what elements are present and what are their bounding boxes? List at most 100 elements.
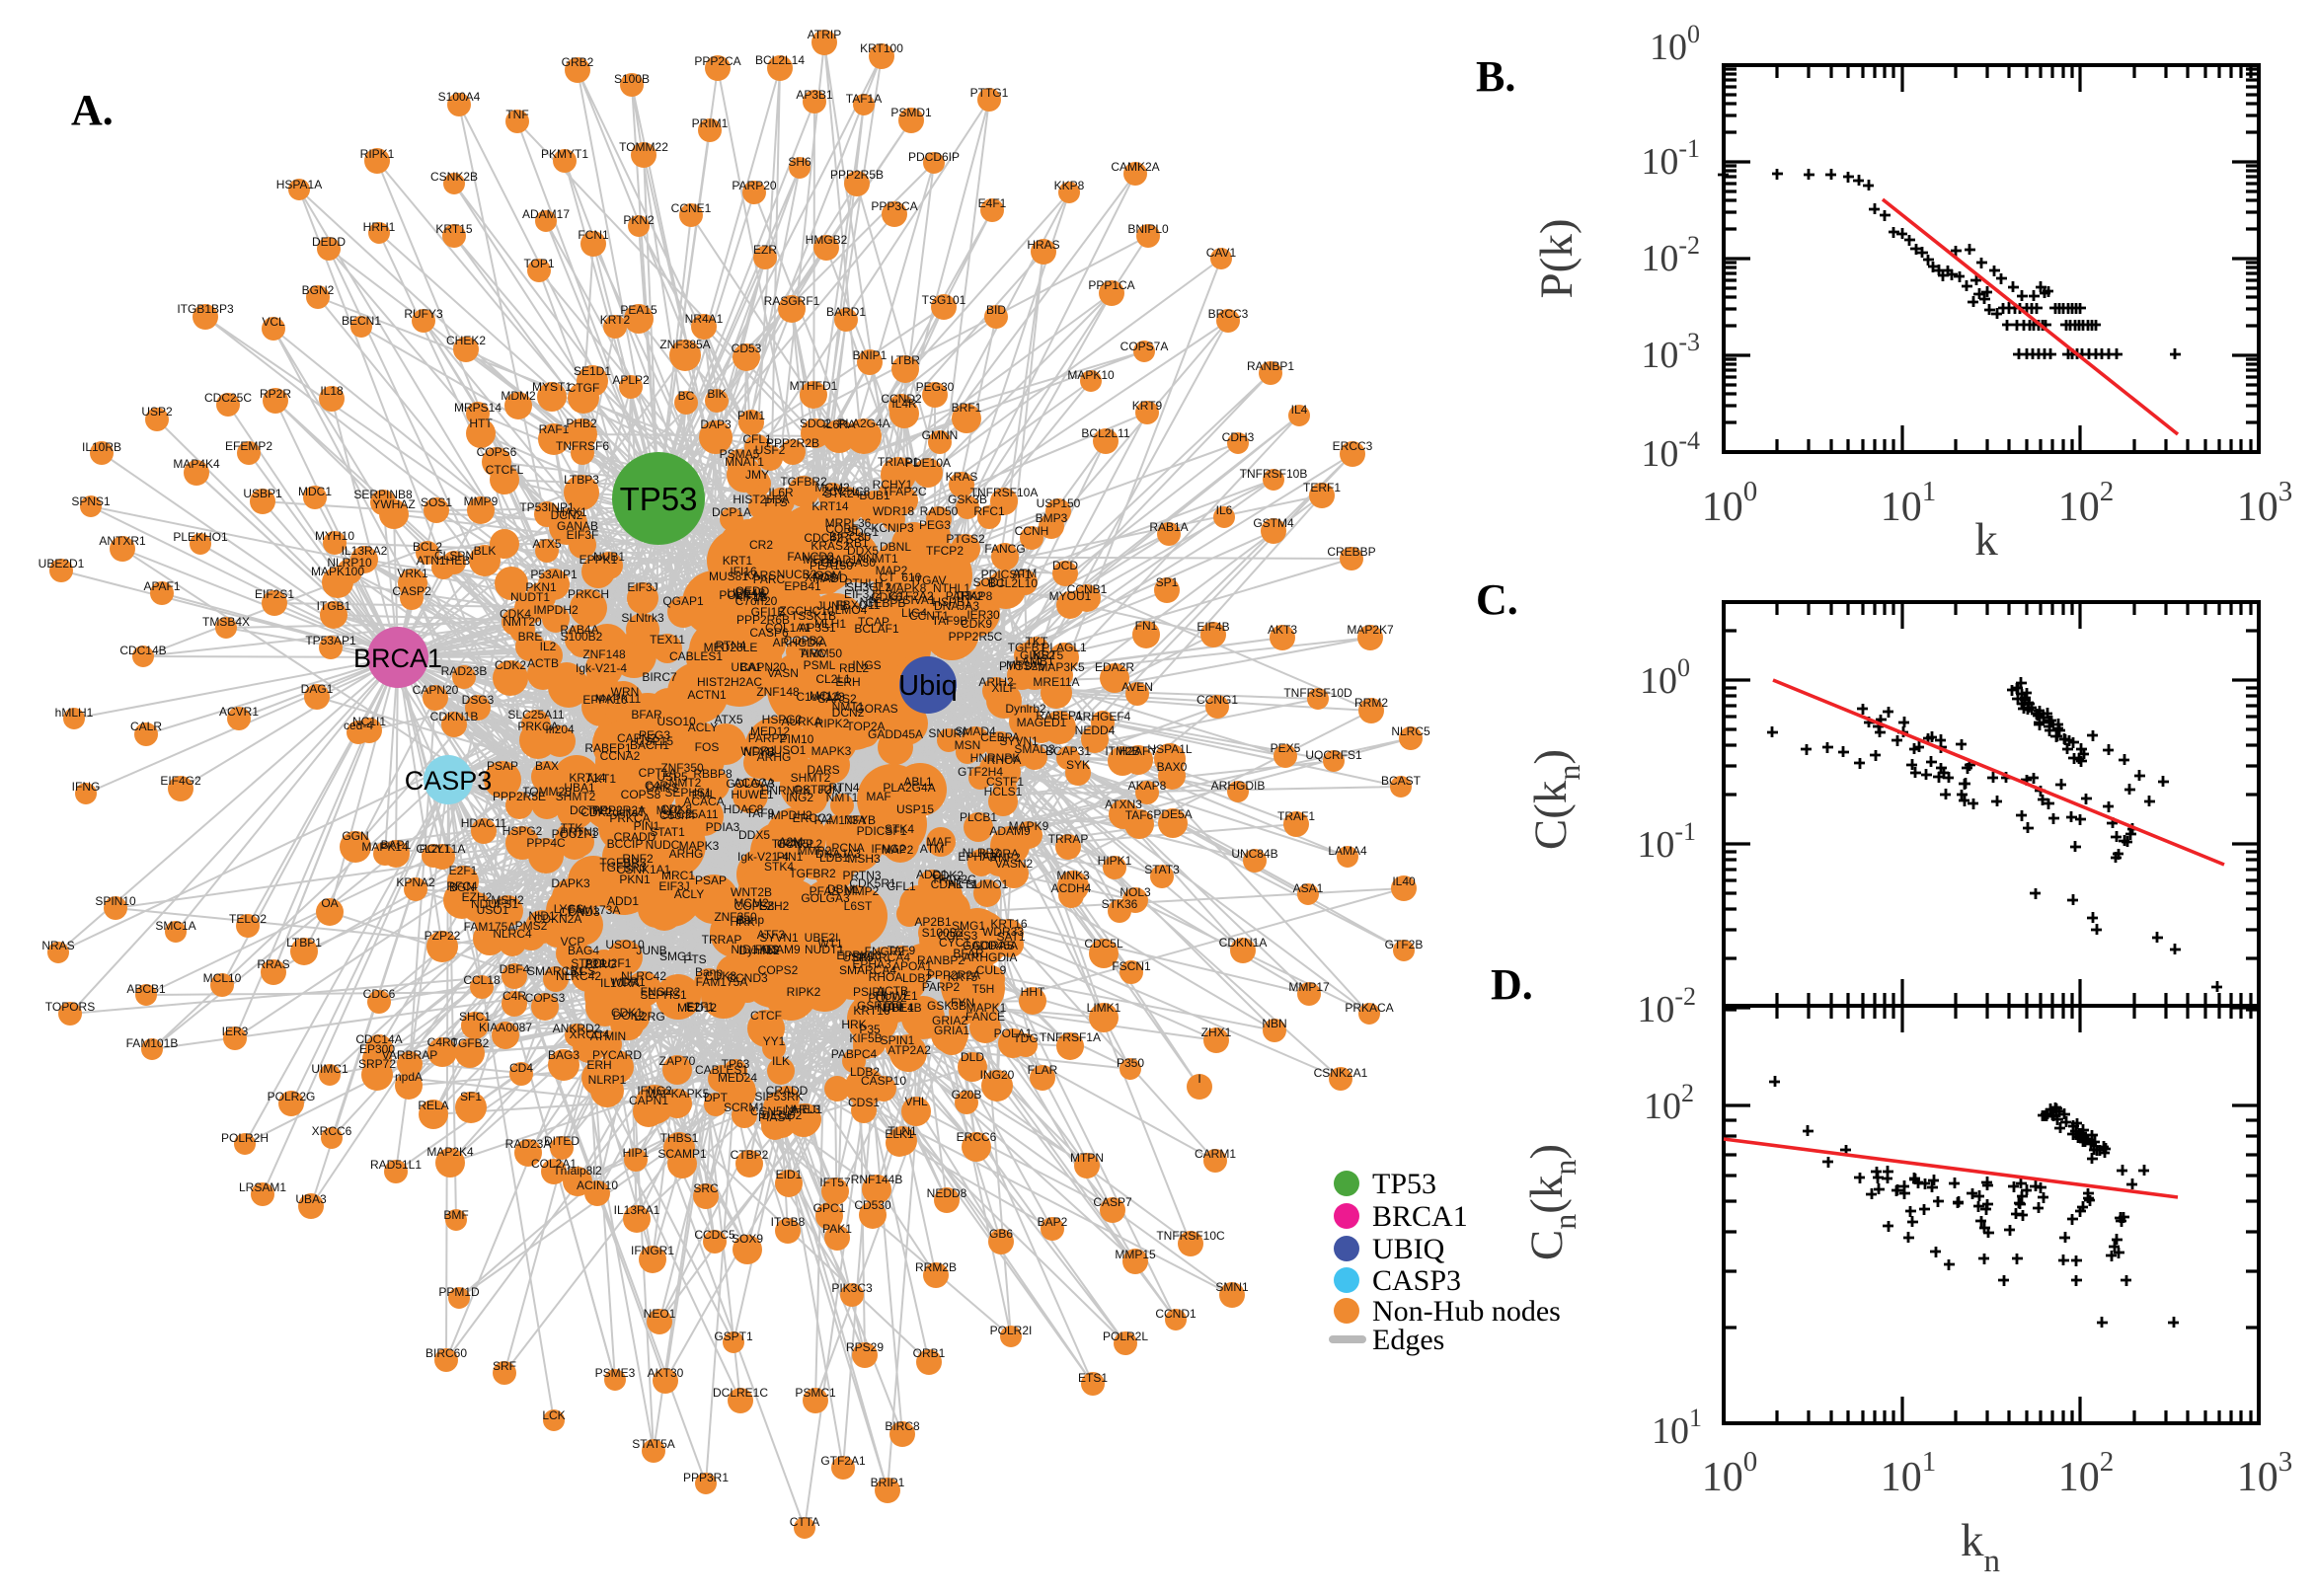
svg-text:TELO2: TELO2: [229, 912, 267, 926]
svg-text:MRPS14: MRPS14: [454, 401, 502, 415]
svg-text:DCTN1: DCTN1: [570, 803, 609, 817]
svg-text:MAPK9: MAPK9: [1009, 819, 1049, 833]
svg-text:KRT15: KRT15: [435, 222, 472, 236]
svg-text:SMARCA4: SMARCA4: [839, 963, 896, 977]
svg-text:HNRNPK: HNRNPK: [761, 784, 811, 798]
svg-text:CDH1: CDH1: [931, 877, 964, 891]
svg-text:RTN4: RTN4: [828, 781, 859, 795]
svg-text:TSG101: TSG101: [922, 293, 966, 307]
svg-text:PIK3C3: PIK3C3: [831, 1281, 873, 1295]
svg-text:NNMT1: NNMT1: [857, 552, 898, 566]
svg-text:BCL2L10: BCL2L10: [988, 576, 1038, 590]
svg-text:TRRAP: TRRAP: [702, 933, 742, 947]
svg-text:GOLGA30: GOLGA30: [820, 556, 876, 570]
svg-text:PRKACA: PRKACA: [1345, 1001, 1393, 1015]
svg-text:KIF5B: KIF5B: [849, 1031, 882, 1045]
svg-text:TNFRSF6: TNFRSF6: [556, 439, 609, 453]
svg-text:KRT5: KRT5: [948, 970, 978, 984]
svg-text:MRPL36: MRPL36: [825, 516, 872, 530]
svg-text:NMT20: NMT20: [502, 615, 542, 629]
svg-text:IL10RA: IL10RA: [979, 847, 1019, 861]
svg-text:PPP4C: PPP4C: [526, 836, 566, 850]
svg-text:SOS1: SOS1: [421, 495, 452, 509]
svg-text:UBA1: UBA1: [564, 781, 595, 795]
svg-text:MMP2: MMP2: [798, 844, 832, 858]
svg-text:SMG1: SMG1: [659, 950, 693, 963]
svg-text:SMN1: SMN1: [1215, 1280, 1249, 1294]
svg-text:POU2F1: POU2F1: [585, 956, 632, 970]
svg-text:SRC: SRC: [693, 1181, 719, 1195]
svg-text:MSN: MSN: [955, 738, 981, 752]
svg-text:BFAR: BFAR: [631, 708, 662, 722]
svg-text:CDK2deltaT: CDK2deltaT: [580, 805, 646, 819]
svg-text:PRKCA: PRKCA: [609, 811, 650, 825]
svg-text:POLR1A: POLR1A: [719, 588, 765, 602]
svg-text:PPP2R5E: PPP2R5E: [493, 790, 546, 803]
svg-text:BFAR: BFAR: [953, 947, 984, 960]
svg-text:RELA: RELA: [418, 1099, 448, 1112]
svg-text:VCP: VCP: [561, 935, 585, 949]
svg-text:KRT16: KRT16: [853, 1004, 889, 1018]
svg-text:GINS2: GINS2: [1020, 648, 1055, 662]
svg-text:TAF1A: TAF1A: [846, 92, 882, 106]
svg-text:PSMC1: PSMC1: [795, 1386, 836, 1400]
svg-text:101: 101: [1652, 1404, 1702, 1452]
svg-text:PPP2R2A: PPP2R2A: [592, 803, 646, 817]
svg-text:DPT: DPT: [704, 1091, 729, 1104]
svg-text:A2M: A2M: [779, 835, 804, 849]
svg-text:DCLRE1C: DCLRE1C: [713, 1386, 768, 1400]
svg-text:RBBP8: RBBP8: [693, 767, 733, 781]
svg-text:VARBRAP: VARBRAP: [382, 1048, 437, 1062]
svg-text:CEBPA: CEBPA: [980, 730, 1020, 744]
svg-text:LDB2: LDB2: [902, 971, 932, 985]
svg-text:IL13RA2: IL13RA2: [342, 544, 388, 558]
svg-text:JUNB: JUNB: [636, 944, 666, 957]
svg-text:MDC1: MDC1: [298, 485, 332, 498]
svg-text:RAD23B: RAD23B: [441, 664, 488, 678]
svg-text:C4R0: C4R0: [427, 1035, 458, 1049]
svg-text:RAB1A: RAB1A: [1149, 520, 1188, 534]
svg-text:LAMB1: LAMB1: [1015, 654, 1054, 668]
svg-text:KIAA0087: KIAA0087: [479, 1021, 532, 1034]
svg-text:GSK3B: GSK3B: [927, 999, 966, 1013]
svg-text:A.: A.: [71, 86, 114, 134]
svg-text:GRB2: GRB2: [562, 55, 594, 69]
svg-text:SYVN1: SYVN1: [999, 734, 1039, 748]
svg-text:TNFRSF10B: TNFRSF10B: [1240, 467, 1308, 481]
svg-text:BRIP1: BRIP1: [871, 1476, 905, 1489]
svg-text:CEBPB: CEBPB: [866, 596, 906, 610]
svg-text:UBE2D1: UBE2D1: [39, 557, 85, 570]
svg-text:CSNK1A1: CSNK1A1: [617, 863, 671, 876]
svg-text:PHB2: PHB2: [566, 417, 597, 430]
svg-text:MNAT1: MNAT1: [725, 455, 764, 469]
svg-text:RIPK1: RIPK1: [360, 147, 395, 161]
svg-text:DEDD2: DEDD2: [762, 1108, 803, 1122]
svg-text:CCN5L2: CCN5L2: [777, 837, 822, 851]
svg-text:TIMM50: TIMM50: [799, 646, 842, 660]
svg-text:AP3B1: AP3B1: [796, 88, 833, 102]
svg-text:COPS8: COPS8: [734, 899, 775, 913]
svg-text:SMAD4: SMAD4: [955, 724, 996, 738]
svg-text:BNIP1: BNIP1: [853, 348, 888, 362]
svg-text:CARM1: CARM1: [1195, 1147, 1236, 1161]
svg-text:ACTN1: ACTN1: [687, 688, 727, 702]
svg-text:BIRC8: BIRC8: [885, 1419, 920, 1433]
svg-text:PARP2: PARP2: [922, 980, 961, 994]
svg-text:GADD45A: GADD45A: [868, 727, 923, 741]
svg-text:MCM2: MCM2: [733, 896, 769, 910]
svg-text:TTK: TTK: [561, 821, 583, 835]
svg-text:CAPN2: CAPN2: [617, 731, 656, 745]
svg-text:ADAM17: ADAM17: [522, 207, 570, 221]
svg-text:IL4: IL4: [1291, 403, 1308, 417]
svg-text:NC1I1: NC1I1: [352, 715, 386, 728]
svg-text:SMAD3: SMAD3: [1014, 742, 1055, 756]
svg-text:DAPK3: DAPK3: [551, 876, 590, 890]
svg-text:SDC2: SDC2: [800, 417, 831, 430]
svg-text:CD53: CD53: [732, 342, 762, 355]
svg-text:USP15: USP15: [636, 734, 673, 748]
svg-text:EIF3F: EIF3F: [567, 528, 599, 542]
svg-text:PSMA5: PSMA5: [720, 447, 760, 461]
svg-text:ADAM9: ADAM9: [759, 943, 801, 956]
svg-text:MCL1: MCL1: [810, 689, 841, 703]
svg-text:WDR1: WDR1: [610, 975, 646, 989]
